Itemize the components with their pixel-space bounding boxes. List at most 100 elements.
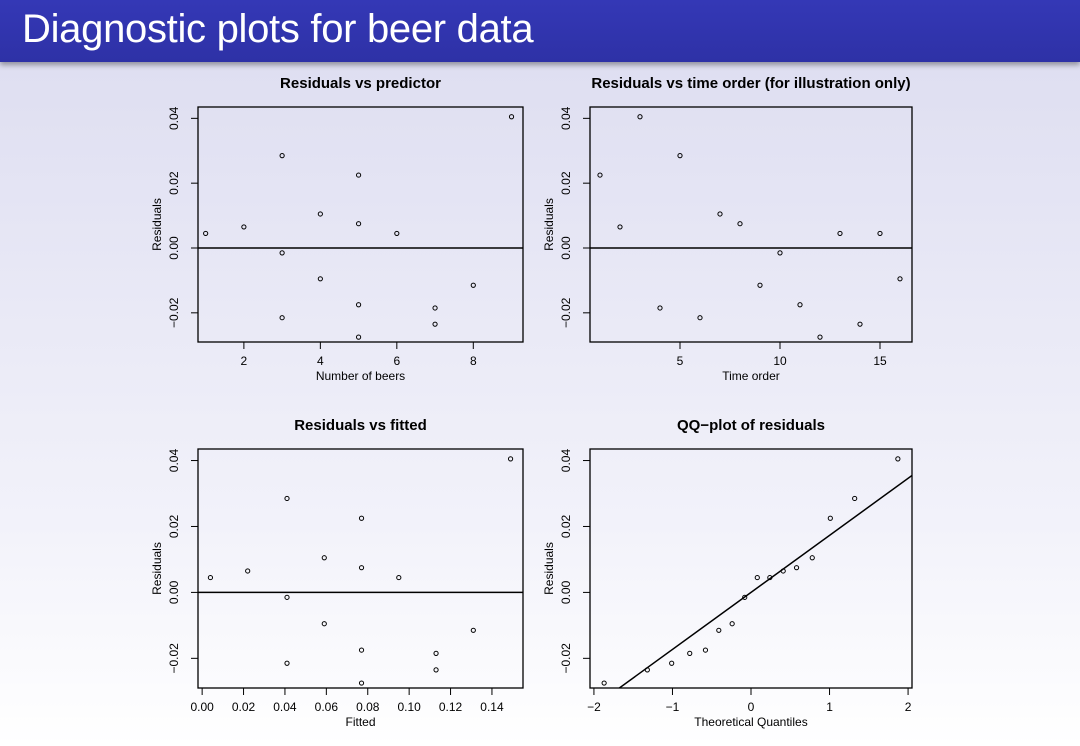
data-point	[797, 302, 803, 308]
x-tick-label: 4	[317, 354, 324, 368]
slide-title-bar: Diagnostic plots for beer data	[0, 0, 1080, 62]
y-tick-label: 0.02	[559, 171, 573, 195]
data-point	[777, 250, 783, 256]
plot-title: Residuals vs predictor	[280, 75, 441, 92]
x-tick-label: 1	[826, 700, 833, 714]
data-point	[742, 594, 748, 600]
data-point	[644, 667, 650, 673]
data-point	[507, 456, 514, 462]
y-tick-label: −0.02	[559, 297, 573, 328]
x-axis-label: Fitted	[345, 715, 375, 729]
x-tick-label: 0.00	[190, 700, 214, 714]
data-point	[697, 315, 703, 321]
y-axis-label: Residuals	[150, 542, 164, 595]
data-point	[433, 650, 439, 656]
y-tick-label: 0.02	[559, 514, 573, 538]
data-point	[396, 574, 402, 581]
y-axis-label: Residuals	[542, 198, 556, 251]
data-point	[355, 302, 362, 308]
plot-frame	[197, 448, 524, 689]
x-tick-label: 0	[748, 700, 755, 714]
data-point	[355, 334, 362, 340]
x-tick-label: 8	[470, 354, 477, 368]
plot-title: Residuals vs time order (for illustratio…	[591, 75, 910, 92]
data-point	[827, 515, 833, 521]
x-tick-label: 0.08	[356, 700, 380, 714]
x-tick-label: 2	[241, 354, 248, 368]
y-tick-label: 0.02	[167, 514, 181, 538]
x-tick-label: 0.14	[480, 700, 504, 714]
data-point	[203, 230, 209, 237]
plot-frame	[197, 106, 524, 343]
data-point	[597, 172, 603, 178]
data-point	[394, 230, 400, 237]
x-tick-label: 0.10	[397, 700, 421, 714]
data-point	[284, 495, 290, 502]
data-point	[432, 321, 438, 327]
x-axis-label: Time order	[722, 369, 780, 383]
data-point	[432, 305, 438, 311]
plot-title: QQ−plot of residuals	[677, 417, 825, 434]
x-tick-label: 0.12	[439, 700, 463, 714]
x-tick-label: 0.04	[273, 700, 297, 714]
data-point	[284, 594, 290, 600]
data-point	[837, 230, 843, 237]
data-point	[279, 153, 285, 159]
data-point	[717, 211, 723, 217]
data-point	[780, 568, 786, 574]
data-point	[817, 334, 823, 340]
y-tick-label: 0.04	[167, 106, 181, 130]
data-point	[317, 211, 323, 217]
x-tick-label: −1	[666, 700, 680, 714]
data-point	[637, 114, 643, 120]
plot-panel-3: Residuals vs fitted 0.00 0.02 0.04 0.06 0.08 0…	[150, 417, 524, 729]
data-point	[669, 660, 675, 666]
y-axis-label: Residuals	[542, 542, 556, 595]
data-point	[358, 565, 365, 571]
data-point	[857, 321, 863, 327]
plot-title: Residuals vs fitted	[294, 417, 427, 434]
data-point	[321, 621, 327, 627]
y-tick-label: 0.04	[167, 449, 181, 473]
data-point	[355, 221, 362, 227]
data-point	[729, 621, 735, 627]
y-tick-label: 0.00	[559, 236, 573, 260]
x-tick-label: 5	[677, 354, 684, 368]
data-point	[852, 495, 858, 502]
data-point	[895, 456, 901, 462]
data-point	[433, 667, 439, 673]
data-point	[317, 276, 323, 282]
slide-title: Diagnostic plots for beer data	[22, 7, 534, 51]
data-point	[470, 282, 476, 288]
plot-frame	[589, 448, 913, 689]
data-point	[702, 647, 709, 653]
data-point	[767, 574, 773, 581]
y-tick-label: −0.02	[559, 643, 573, 674]
y-axis-label: Residuals	[150, 198, 164, 251]
data-point	[508, 114, 515, 120]
data-point	[321, 555, 327, 561]
x-tick-label: 15	[873, 354, 887, 368]
x-tick-label: 0.06	[315, 700, 339, 714]
y-tick-label: −0.02	[167, 643, 181, 674]
data-point	[245, 568, 251, 574]
data-point	[754, 574, 760, 581]
y-tick-label: 0.00	[559, 580, 573, 604]
data-point	[677, 153, 683, 159]
data-point	[601, 680, 607, 686]
data-point	[358, 680, 365, 686]
data-point	[737, 221, 743, 227]
x-tick-label: 0.02	[232, 700, 256, 714]
y-tick-label: 0.02	[167, 171, 181, 195]
data-point	[897, 276, 903, 282]
data-point	[279, 315, 285, 321]
data-point	[757, 282, 763, 288]
x-tick-label: −2	[587, 700, 601, 714]
plot-panel-2: Residuals vs time order (for illustratio…	[542, 75, 913, 383]
data-point	[716, 627, 722, 633]
qq-reference-line	[618, 474, 912, 688]
x-axis-label: Number of beers	[316, 369, 405, 383]
x-tick-label: 6	[393, 354, 400, 368]
data-point	[877, 230, 883, 237]
